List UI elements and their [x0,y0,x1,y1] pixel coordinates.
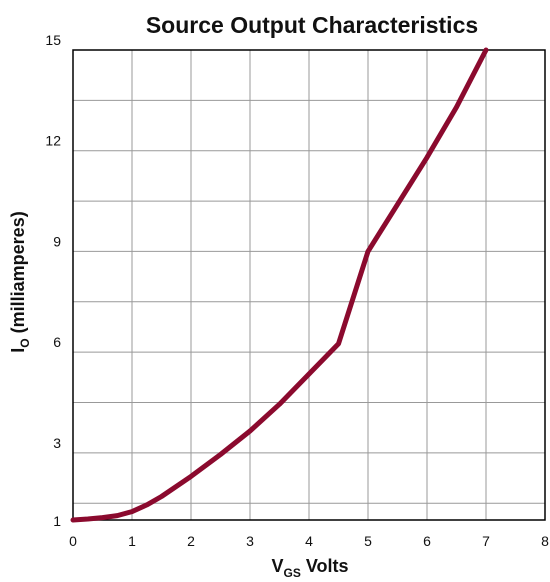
y-tick-label: 6 [53,334,61,350]
x-tick-label: 0 [69,533,77,549]
x-tick-label: 6 [423,533,431,549]
y-tick-label: 9 [53,233,61,249]
plot-border [72,49,546,521]
y-tick-label: 15 [45,32,61,48]
x-tick-label: 1 [128,533,136,549]
plot-frame [72,49,546,521]
chart-title: Source Output Characteristics [146,12,478,38]
x-tick-label: 2 [187,533,195,549]
x-axis-label-suffix: Volts [301,556,349,576]
y-axis-label-sub: O [18,338,32,347]
x-axis-label: VGS Volts [271,556,348,580]
x-tick-label: 8 [541,533,549,549]
y-axis-label-suffix: (milliamperes) [8,211,28,338]
x-tick-labels: 0 1 2 3 4 5 6 7 8 [69,533,549,549]
x-axis-label-sub: GS [284,566,301,580]
y-tick-labels: 1 3 6 9 12 15 [45,32,61,529]
x-tick-label: 3 [246,533,254,549]
y-axis-label: IO (milliamperes) [8,211,32,352]
grid [73,50,545,520]
x-tick-label: 5 [364,533,372,549]
y-tick-label: 12 [45,133,61,149]
x-tick-label: 4 [305,533,313,549]
x-tick-label: 7 [482,533,490,549]
y-tick-label: 3 [53,435,61,451]
y-tick-label: 1 [53,513,61,529]
series-group [70,47,489,523]
y-axis-label-main: I [8,348,28,353]
series-line [70,47,489,523]
x-axis-label-main: V [271,556,283,576]
